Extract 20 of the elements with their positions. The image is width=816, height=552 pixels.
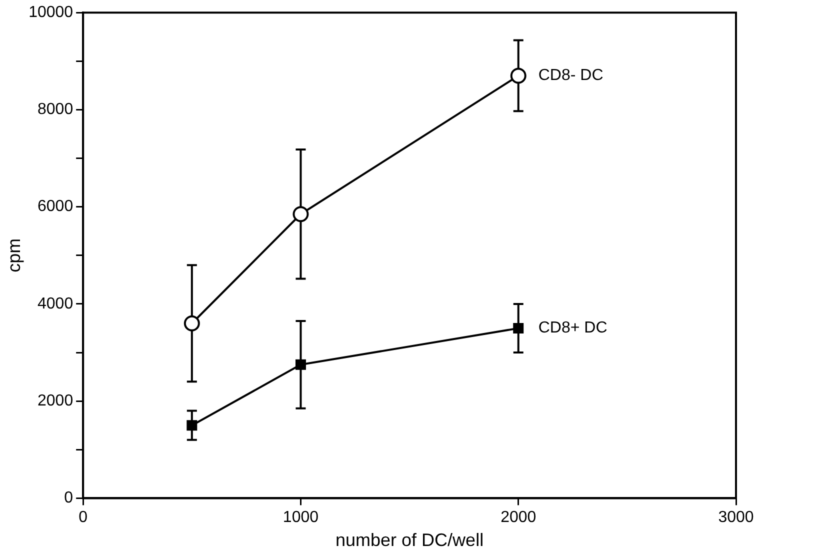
x-axis-title: number of DC/well <box>336 530 484 550</box>
x-tick-label: 0 <box>78 509 88 526</box>
point <box>292 206 309 222</box>
y-tick-label: 8000 <box>38 101 74 118</box>
y-tick-label: 10000 <box>28 4 74 22</box>
y-tick-label: 6000 <box>38 198 74 216</box>
point <box>186 420 198 431</box>
y-tick-label: 4000 <box>38 295 74 312</box>
point <box>513 323 524 334</box>
x-tick-label: 1000 <box>282 509 319 526</box>
x-tick-label: 3000 <box>718 509 754 526</box>
x-tick-label: 2000 <box>500 509 536 526</box>
series-label: CD8+ DC <box>538 320 608 337</box>
series-label: CD8- DC <box>538 67 604 84</box>
point <box>295 359 306 370</box>
y-axis-title: cpm <box>4 238 24 272</box>
y-tick-label: 0 <box>64 490 74 507</box>
point <box>184 315 200 332</box>
y-tick-label: 2000 <box>38 392 74 410</box>
point <box>510 68 526 84</box>
